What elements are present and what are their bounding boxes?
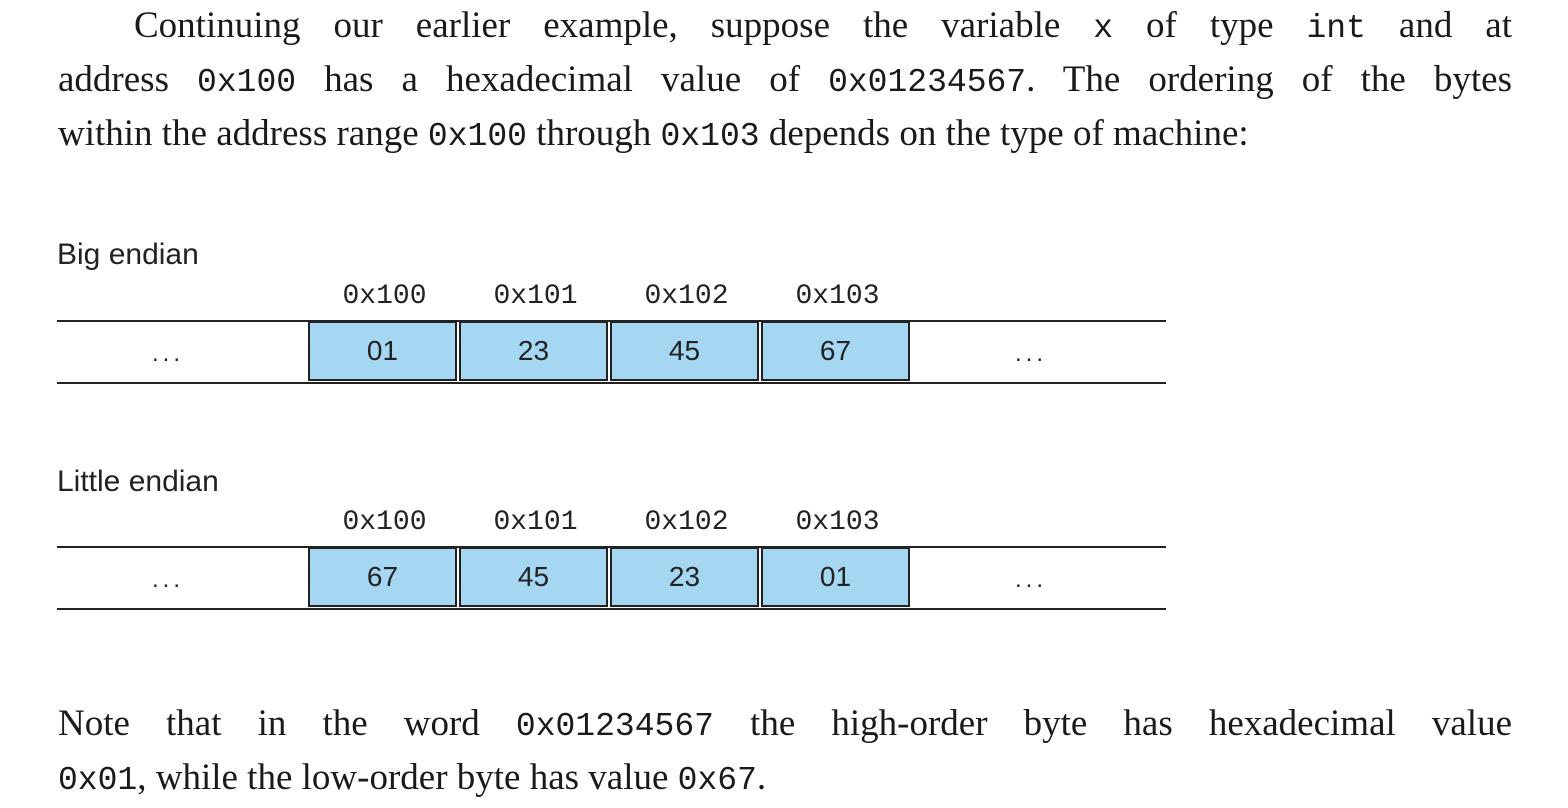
code-low-byte: 0x67	[677, 762, 757, 799]
address-label: 0x100	[342, 281, 427, 312]
intro-line-1: Continuing our earlier example, suppose …	[134, 5, 1512, 47]
memory-bottom-line	[57, 382, 1166, 384]
code-value: 0x01234567	[828, 64, 1027, 101]
address-label: 0x101	[493, 507, 578, 538]
address-label: 0x100	[342, 507, 427, 538]
intro-paragraph: Continuing our earlier example, suppose …	[58, 0, 1512, 162]
code-range-end: 0x103	[660, 118, 760, 155]
code-address: 0x100	[197, 64, 297, 101]
byte-cell: 45	[459, 547, 608, 607]
ellipsis-right: ...	[1015, 566, 1048, 593]
note-line-2: 0x01, while the low-order byte has value…	[58, 757, 767, 799]
ellipsis-right: ...	[1015, 340, 1048, 367]
code-x: x	[1093, 10, 1114, 47]
byte-cell: 01	[308, 321, 457, 381]
byte-cell: 45	[610, 321, 759, 381]
address-label: 0x101	[493, 281, 578, 312]
code-range-start: 0x100	[427, 118, 527, 155]
byte-cell: 67	[761, 321, 910, 381]
ellipsis-left: ...	[152, 566, 185, 593]
intro-line-2: address 0x100 has a hexadecimal value of…	[58, 59, 1513, 101]
address-label: 0x102	[644, 507, 729, 538]
code-int: int	[1306, 10, 1366, 47]
byte-cell: 67	[308, 547, 457, 607]
code-high-byte: 0x01	[58, 762, 138, 799]
byte-cell: 01	[761, 547, 910, 607]
big-endian-label: Big endian	[57, 238, 199, 271]
byte-cell: 23	[459, 321, 608, 381]
byte-cell: 23	[610, 547, 759, 607]
little-endian-label: Little endian	[57, 465, 219, 498]
address-label: 0x102	[644, 281, 729, 312]
code-word: 0x01234567	[515, 708, 714, 745]
address-label: 0x103	[795, 507, 880, 538]
intro-line-3: within the address range 0x100 through 0…	[58, 113, 1249, 155]
note-line-1: Note that in the word 0x01234567 the hig…	[58, 703, 1512, 745]
address-label: 0x103	[795, 281, 880, 312]
note-paragraph: Note that in the word 0x01234567 the hig…	[58, 698, 1512, 806]
ellipsis-left: ...	[152, 340, 185, 367]
memory-bottom-line	[57, 608, 1166, 610]
